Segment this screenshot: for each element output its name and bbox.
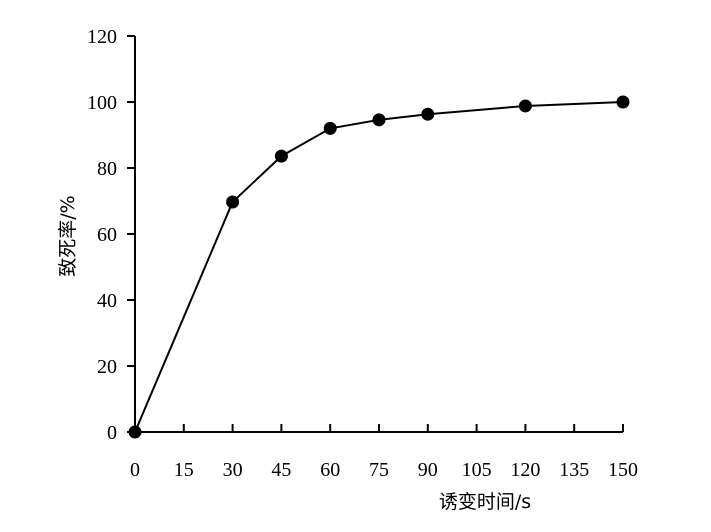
x-tick-label: 120 bbox=[510, 459, 540, 481]
data-point bbox=[274, 149, 288, 163]
x-tick-label: 105 bbox=[462, 459, 492, 481]
data-point bbox=[421, 107, 435, 121]
data-point bbox=[518, 99, 532, 113]
series-line bbox=[134, 101, 624, 433]
x-tick-label: 0 bbox=[130, 459, 140, 481]
x-tick-label: 30 bbox=[223, 459, 243, 481]
y-tick-label: 60 bbox=[97, 224, 117, 246]
y-tick-label: 120 bbox=[87, 26, 117, 48]
data-point bbox=[226, 195, 240, 209]
y-tick-label: 80 bbox=[97, 158, 117, 180]
x-tick-label: 90 bbox=[418, 459, 438, 481]
axes bbox=[134, 36, 623, 433]
data-point bbox=[616, 95, 630, 109]
x-tick-label: 135 bbox=[559, 459, 589, 481]
x-tick-label: 45 bbox=[271, 459, 291, 481]
data-point bbox=[323, 121, 337, 135]
y-tick-label: 0 bbox=[107, 422, 117, 444]
data-point bbox=[372, 113, 386, 127]
y-ticks: 0 20 40 60 80 100 120 bbox=[87, 26, 135, 444]
x-tick-label: 15 bbox=[174, 459, 194, 481]
series bbox=[128, 95, 630, 439]
x-tick-label: 150 bbox=[608, 459, 638, 481]
y-tick-label: 20 bbox=[97, 356, 117, 378]
y-tick-label: 100 bbox=[87, 92, 117, 114]
x-tick-label: 75 bbox=[369, 459, 389, 481]
x-tick-label: 60 bbox=[320, 459, 340, 481]
y-tick-label: 40 bbox=[97, 290, 117, 312]
x-ticks: 0 15 30 45 60 75 90 105 120 135 150 bbox=[130, 424, 638, 481]
data-point bbox=[128, 425, 142, 439]
x-axis-title: 诱变时间/s bbox=[439, 491, 531, 513]
y-axis-title: 致死率/% bbox=[57, 195, 79, 276]
